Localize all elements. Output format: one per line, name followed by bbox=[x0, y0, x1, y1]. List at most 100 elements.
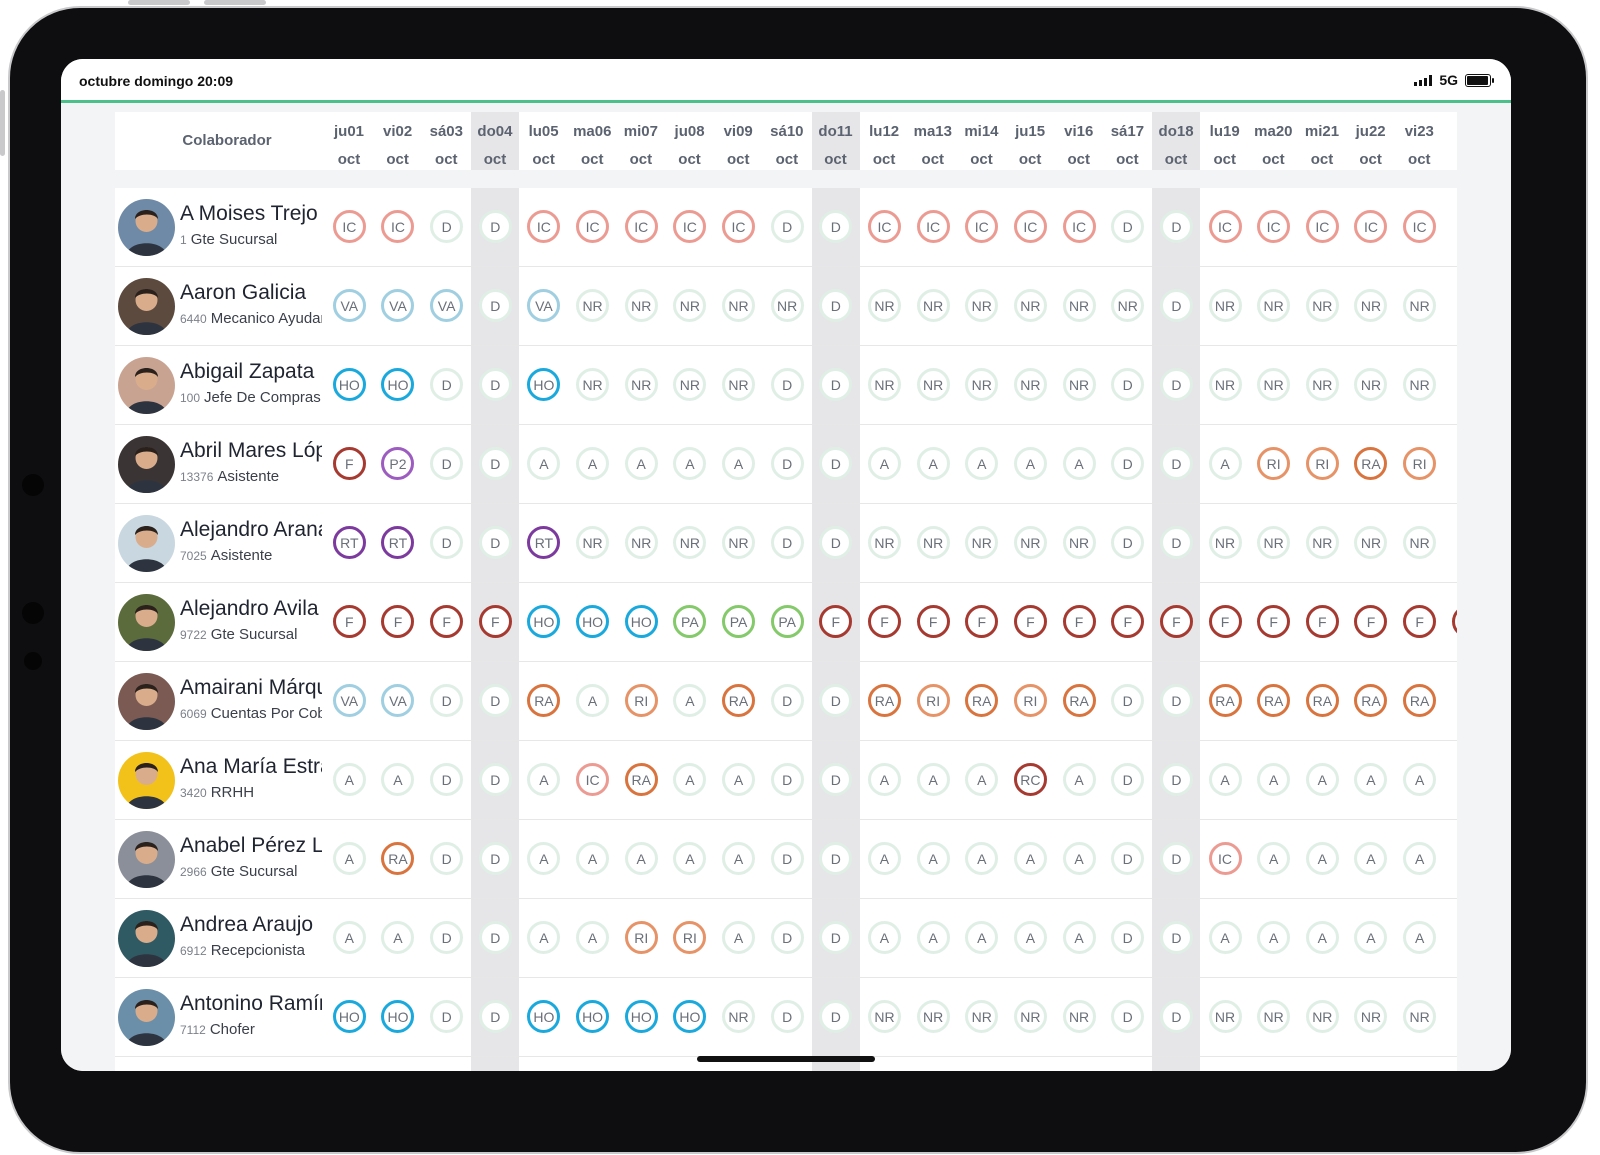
attendance-badge[interactable]: A bbox=[1062, 921, 1096, 954]
attendance-badge[interactable]: RA bbox=[1354, 447, 1388, 480]
employee-name[interactable]: Alejandro Arana bbox=[180, 518, 322, 541]
attendance-badge[interactable]: D bbox=[430, 210, 464, 243]
attendance-badge[interactable]: RA bbox=[1354, 684, 1388, 717]
day-header[interactable]: vi16 oct bbox=[1055, 118, 1103, 174]
attendance-badge[interactable]: NR bbox=[965, 526, 999, 559]
attendance-badge[interactable]: D bbox=[1159, 368, 1193, 401]
attendance-badge[interactable]: NR bbox=[624, 368, 658, 401]
attendance-badge[interactable]: A bbox=[527, 842, 561, 875]
attendance-badge[interactable]: D bbox=[478, 1000, 512, 1033]
employee-name[interactable]: Aaron Galicia bbox=[180, 281, 307, 304]
attendance-badge[interactable]: RT bbox=[381, 526, 415, 559]
attendance-badge[interactable]: HO bbox=[576, 1000, 610, 1033]
attendance-badge[interactable]: D bbox=[1159, 210, 1193, 243]
attendance-badge[interactable]: NR bbox=[1305, 526, 1339, 559]
attendance-badge[interactable]: NR bbox=[1062, 289, 1096, 322]
attendance-badge[interactable]: A bbox=[527, 921, 561, 954]
attendance-badge[interactable]: A bbox=[867, 842, 901, 875]
attendance-badge[interactable]: F bbox=[1403, 605, 1437, 638]
attendance-badge[interactable]: D bbox=[1111, 368, 1145, 401]
attendance-badge[interactable]: A bbox=[722, 447, 756, 480]
attendance-badge[interactable]: A bbox=[673, 842, 707, 875]
attendance-badge[interactable]: F bbox=[332, 605, 366, 638]
attendance-badge[interactable]: F bbox=[965, 605, 999, 638]
attendance-badge[interactable]: F bbox=[867, 605, 901, 638]
attendance-badge[interactable]: NR bbox=[673, 368, 707, 401]
attendance-badge[interactable]: D bbox=[819, 763, 853, 796]
attendance-badge[interactable]: D bbox=[770, 1000, 804, 1033]
attendance-badge[interactable]: RI bbox=[1403, 447, 1437, 480]
day-header[interactable]: ma06 oct bbox=[568, 118, 616, 174]
attendance-badge[interactable]: D bbox=[770, 842, 804, 875]
attendance-badge[interactable]: NR bbox=[576, 368, 610, 401]
attendance-badge[interactable]: NR bbox=[1403, 526, 1437, 559]
attendance-badge[interactable]: RA bbox=[722, 684, 756, 717]
attendance-badge[interactable]: NR bbox=[624, 289, 658, 322]
attendance-badge[interactable]: IC bbox=[1257, 210, 1291, 243]
attendance-badge[interactable]: D bbox=[819, 210, 853, 243]
attendance-badge[interactable]: D bbox=[430, 842, 464, 875]
attendance-badge[interactable]: HO bbox=[624, 605, 658, 638]
attendance-badge[interactable]: D bbox=[1111, 684, 1145, 717]
attendance-badge[interactable]: A bbox=[1305, 763, 1339, 796]
attendance-badge[interactable]: D bbox=[819, 526, 853, 559]
attendance-badge[interactable]: A bbox=[624, 842, 658, 875]
attendance-badge[interactable]: NR bbox=[722, 526, 756, 559]
employee-name[interactable]: Alejandro Avila bbox=[180, 597, 319, 620]
table-row[interactable]: Abril Mares López13376AsistenteFP2DDAAAA… bbox=[115, 425, 1457, 504]
day-header[interactable]: ju22 oct bbox=[1347, 118, 1395, 174]
attendance-badge[interactable]: D bbox=[819, 921, 853, 954]
employee-name[interactable]: Andrea Araujo bbox=[180, 913, 314, 936]
attendance-badge[interactable]: HO bbox=[624, 1000, 658, 1033]
attendance-badge[interactable]: P2 bbox=[381, 447, 415, 480]
attendance-badge[interactable]: A bbox=[1257, 763, 1291, 796]
attendance-badge[interactable]: A bbox=[381, 763, 415, 796]
attendance-badge[interactable]: NR bbox=[1062, 1000, 1096, 1033]
attendance-badge[interactable]: D bbox=[819, 289, 853, 322]
attendance-badge[interactable]: A bbox=[1208, 921, 1242, 954]
attendance-badge[interactable]: A bbox=[916, 763, 950, 796]
attendance-badge[interactable]: D bbox=[430, 763, 464, 796]
attendance-badge[interactable]: D bbox=[1159, 842, 1193, 875]
attendance-badge[interactable]: D bbox=[478, 210, 512, 243]
attendance-badge[interactable]: A bbox=[722, 921, 756, 954]
attendance-badge[interactable]: A bbox=[332, 921, 366, 954]
attendance-badge[interactable]: NR bbox=[1403, 368, 1437, 401]
attendance-badge[interactable]: A bbox=[1305, 921, 1339, 954]
attendance-badge[interactable]: F bbox=[478, 605, 512, 638]
attendance-badge[interactable]: D bbox=[430, 368, 464, 401]
attendance-badge[interactable]: A bbox=[1305, 842, 1339, 875]
attendance-badge[interactable]: F bbox=[1208, 605, 1242, 638]
attendance-badge[interactable]: A bbox=[965, 842, 999, 875]
attendance-badge[interactable]: A bbox=[332, 763, 366, 796]
attendance-badge[interactable]: NR bbox=[1305, 368, 1339, 401]
attendance-badge[interactable]: NR bbox=[576, 289, 610, 322]
day-header[interactable]: do11 oct bbox=[812, 118, 860, 174]
attendance-badge[interactable]: HO bbox=[381, 1000, 415, 1033]
day-header[interactable]: ma13 oct bbox=[909, 118, 957, 174]
attendance-badge[interactable]: NR bbox=[1013, 368, 1047, 401]
attendance-badge[interactable]: NR bbox=[1257, 1000, 1291, 1033]
table-row[interactable]: A Moises Trejo 1 Gte Sucursal IC IC D D IC IC IC I… bbox=[115, 188, 1457, 267]
attendance-badge[interactable]: D bbox=[1111, 526, 1145, 559]
column-header-colaborador[interactable]: Colaborador bbox=[182, 132, 272, 149]
attendance-badge[interactable]: D bbox=[430, 921, 464, 954]
attendance-badge[interactable]: A bbox=[916, 921, 950, 954]
attendance-badge[interactable]: D bbox=[770, 526, 804, 559]
day-header[interactable]: sá17 oct bbox=[1103, 118, 1151, 174]
attendance-badge[interactable]: D bbox=[770, 763, 804, 796]
attendance-badge[interactable]: NR bbox=[1013, 526, 1047, 559]
attendance-badge[interactable]: A bbox=[576, 684, 610, 717]
attendance-badge[interactable]: IC bbox=[965, 210, 999, 243]
attendance-badge[interactable]: D bbox=[430, 684, 464, 717]
attendance-badge[interactable]: HO bbox=[673, 1000, 707, 1033]
attendance-badge[interactable]: A bbox=[381, 921, 415, 954]
attendance-badge[interactable]: D bbox=[1111, 210, 1145, 243]
attendance-badge[interactable]: F bbox=[1111, 605, 1145, 638]
attendance-badge[interactable]: NR bbox=[722, 1000, 756, 1033]
attendance-badge[interactable]: A bbox=[673, 763, 707, 796]
attendance-badge[interactable]: A bbox=[1062, 763, 1096, 796]
attendance-badge[interactable]: VA bbox=[381, 289, 415, 322]
attendance-badge[interactable]: D bbox=[819, 368, 853, 401]
